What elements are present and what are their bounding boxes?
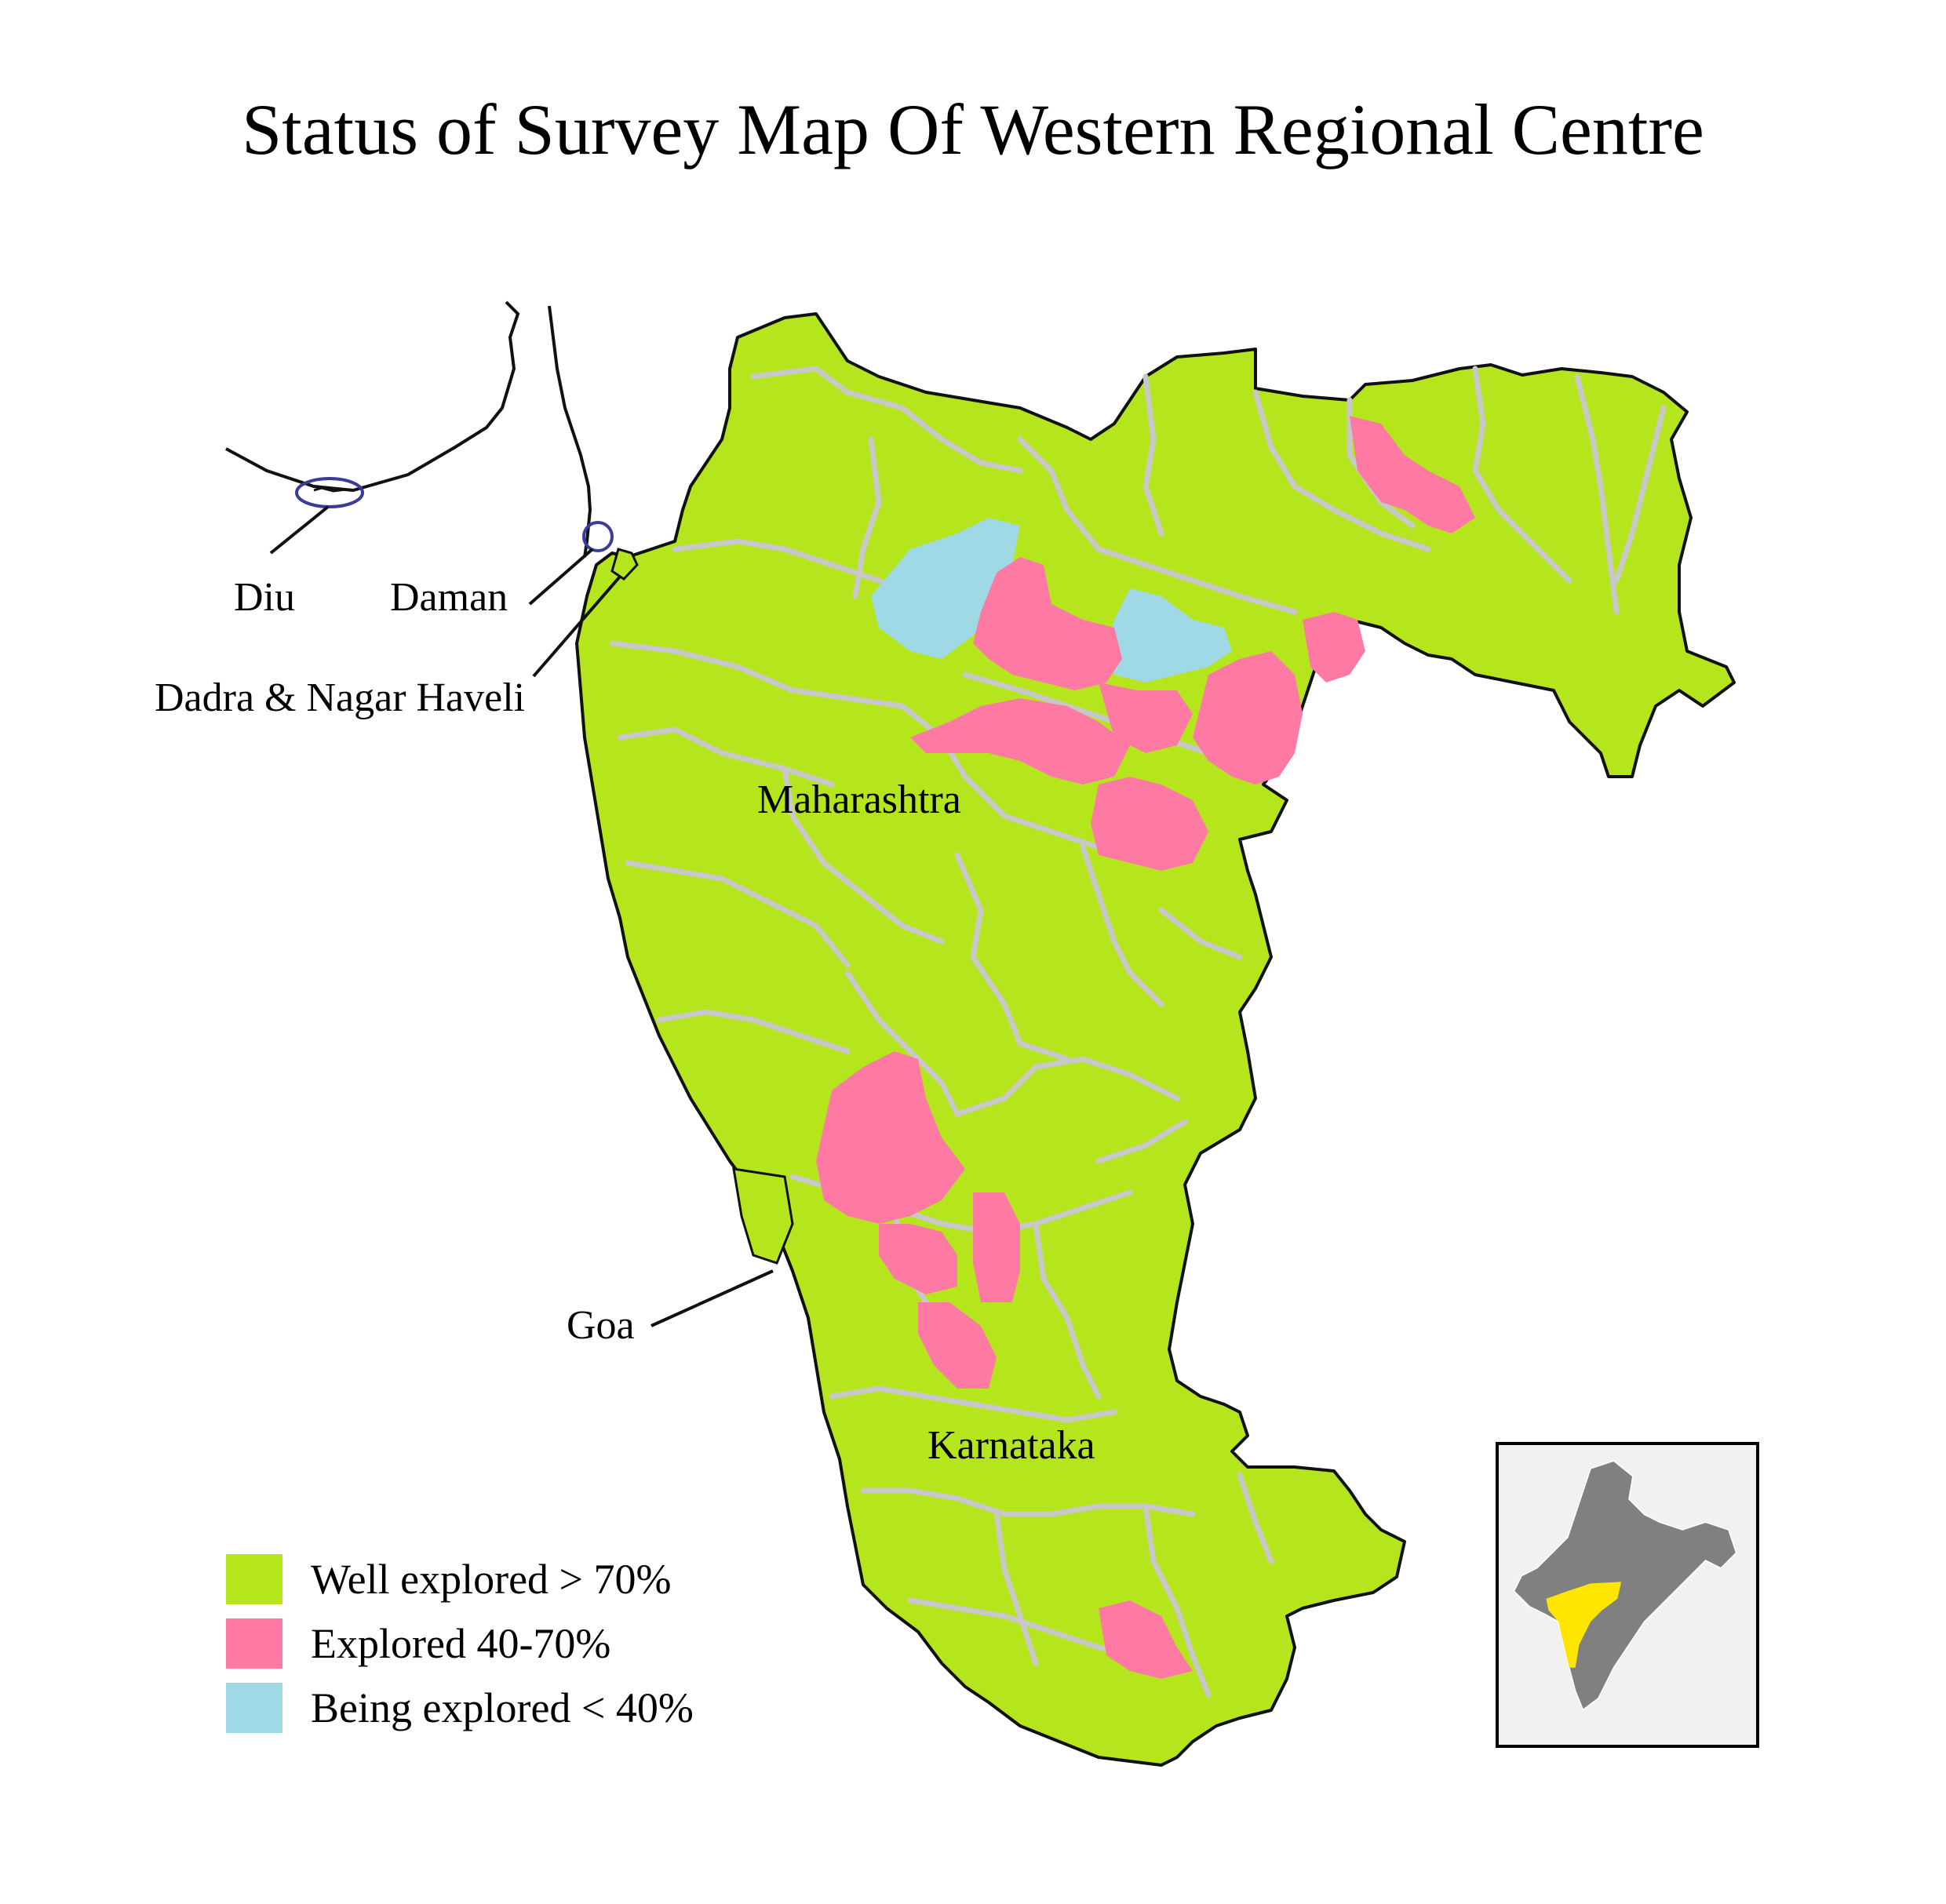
label-diu: Diu (234, 575, 295, 620)
legend-swatch-pink (226, 1618, 282, 1669)
region-outline (575, 312, 1736, 1767)
daman-marker (528, 521, 614, 606)
legend-swatch-green (226, 1554, 282, 1604)
gujarat-coastline (225, 300, 520, 493)
goa-marker (650, 1167, 794, 1327)
label-goa: Goa (567, 1303, 635, 1348)
legend-label: Explored 40-70% (311, 1620, 611, 1667)
legend-item-being-explored: Being explored < 40% (226, 1676, 694, 1740)
label-maharashtra: Maharashtra (757, 777, 961, 822)
legend-label: Being explored < 40% (311, 1684, 694, 1731)
legend-label: Well explored > 70% (311, 1556, 672, 1603)
legend-swatch-blue (226, 1683, 282, 1733)
map-title: Status of Survey Map Of Western Regional… (242, 89, 1704, 169)
gujarat-east-coastline (548, 305, 592, 558)
legend-item-explored: Explored 40-70% (226, 1611, 694, 1676)
highlighted-region (1546, 1582, 1622, 1668)
label-karnataka: Karnataka (927, 1423, 1095, 1468)
district-borders (609, 366, 1667, 1698)
india-outline (1513, 1460, 1737, 1711)
india-locator-inset (1496, 1442, 1759, 1748)
label-dadra-nagar-haveli: Dadra & Nagar Haveli (155, 675, 526, 720)
diu-marker (269, 477, 364, 555)
india-locator-map (1513, 1460, 1737, 1711)
legend-item-well-explored: Well explored > 70% (226, 1547, 694, 1611)
explored-areas (816, 416, 1475, 1679)
legend: Well explored > 70% Explored 40-70% Bein… (226, 1547, 694, 1740)
label-daman: Daman (390, 575, 508, 620)
being-explored-areas (871, 518, 1232, 683)
dadra-marker (532, 548, 639, 678)
